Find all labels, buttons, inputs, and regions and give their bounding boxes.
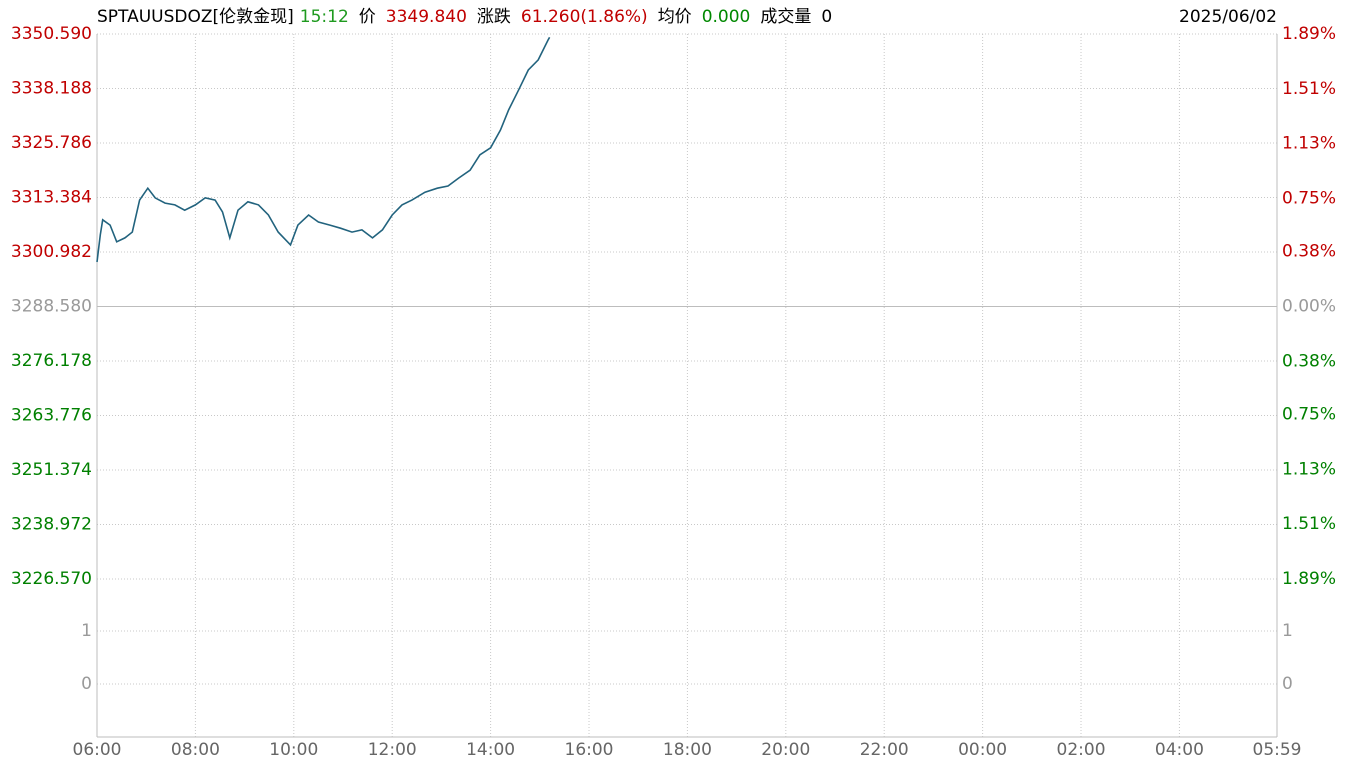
stat-label: 涨跌 [477,7,511,27]
x-tick-label: 05:59 [1253,740,1302,760]
y2-tick-label: 1.89% [1282,569,1336,589]
x-tick-label: 22:00 [860,740,909,760]
x-tick-label: 04:00 [1155,740,1204,760]
y-tick-label: 3276.178 [11,351,92,371]
y2-tick-label: 1.51% [1282,79,1336,99]
y2-tick-label: 1.13% [1282,134,1336,154]
y2-tick-label: 0.75% [1282,188,1336,208]
volume-tick-label: 0 [1282,674,1293,694]
x-tick-label: 00:00 [958,740,1007,760]
stat-label: 价 [359,7,376,27]
y-tick-label: 3350.590 [11,24,92,44]
x-tick-label: 02:00 [1057,740,1106,760]
y-tick-label: 3325.786 [11,133,92,153]
y2-tick-label: 0.75% [1282,405,1336,425]
time: 15:12 [300,7,349,27]
y-tick-label: 3238.972 [11,515,92,535]
header: SPTAUUSDOZ[伦敦金现] 15:12 价 3349.840 涨跌 61.260(1… [97,7,832,27]
volume-tick-label: 1 [81,621,92,641]
stat-value: 3349.840 [386,7,467,27]
y-tick-label: 3338.188 [11,79,92,99]
price-line [96,36,551,263]
stat-value: 61.260(1.86%) [521,7,648,27]
x-tick-label: 16:00 [565,740,614,760]
volume-tick-label: 1 [1282,621,1293,641]
x-tick-label: 12:00 [368,740,417,760]
y-tick-label: 3251.374 [11,460,92,480]
y2-tick-label: 0.38% [1282,351,1336,371]
stat-label: 均价 [658,7,692,27]
title: SPTAUUSDOZ[伦敦金现] [97,7,294,27]
y2-tick-label: 1.51% [1282,514,1336,534]
stat-value: 0.000 [702,7,751,27]
y-tick-label: 3263.776 [11,406,92,426]
x-tick-label: 14:00 [466,740,515,760]
y-tick-label: 3288.580 [11,297,92,317]
x-tick-label: 18:00 [663,740,712,760]
stat-value: 0 [821,7,832,27]
date: 2025/06/02 [1179,7,1277,27]
stat-label: 成交量 [760,7,811,27]
y2-tick-label: 1.13% [1282,459,1336,479]
y2-tick-label: 1.89% [1282,24,1336,44]
x-tick-label: 10:00 [269,740,318,760]
x-tick-label: 20:00 [761,740,810,760]
x-tick-label: 06:00 [73,740,122,760]
y-tick-label: 3313.384 [11,188,92,208]
y-tick-label: 3226.570 [11,569,92,589]
y2-tick-label: 0.00% [1282,297,1336,317]
x-tick-label: 08:00 [171,740,220,760]
volume-tick-label: 0 [81,674,92,694]
y-tick-label: 3300.982 [11,242,92,262]
y2-tick-label: 0.38% [1282,242,1336,262]
